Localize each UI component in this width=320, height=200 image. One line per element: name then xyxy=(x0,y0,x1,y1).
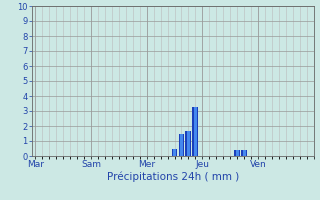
Bar xyxy=(236,150,239,156)
Bar xyxy=(192,106,198,156)
Bar xyxy=(234,150,240,156)
Bar xyxy=(173,148,176,156)
Bar xyxy=(172,148,178,156)
Bar xyxy=(243,150,245,156)
Bar xyxy=(241,150,247,156)
Bar xyxy=(179,134,184,156)
Bar xyxy=(187,130,190,156)
Bar xyxy=(180,134,183,156)
Bar xyxy=(194,106,197,156)
X-axis label: Précipitations 24h ( mm ): Précipitations 24h ( mm ) xyxy=(107,172,239,182)
Bar xyxy=(186,130,191,156)
